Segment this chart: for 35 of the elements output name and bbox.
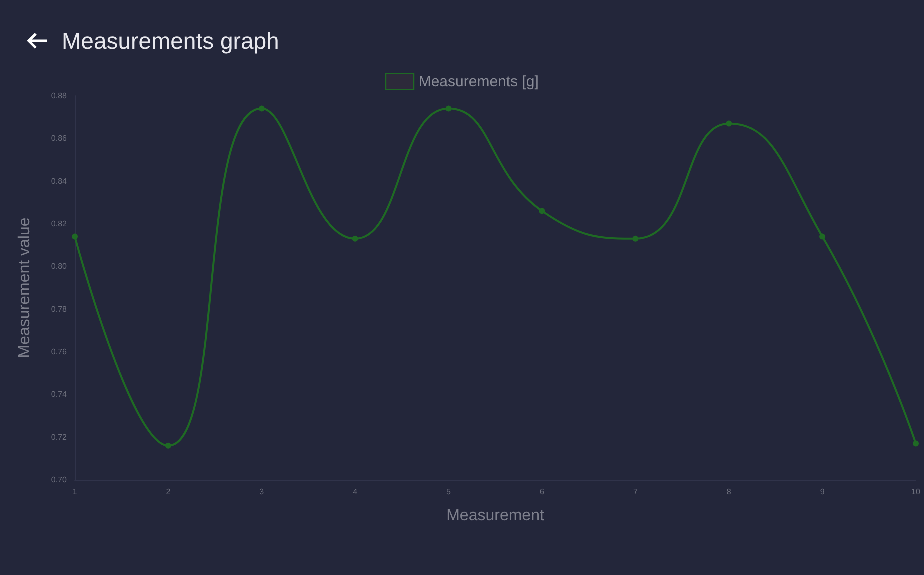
point bbox=[352, 236, 358, 242]
x-tick-label: 3 bbox=[260, 488, 265, 496]
point bbox=[913, 440, 919, 447]
y-tick-label: 0.80 bbox=[51, 262, 68, 272]
point bbox=[632, 236, 639, 242]
line-series bbox=[72, 106, 919, 449]
chart-title: Measurements graph bbox=[62, 28, 280, 54]
point bbox=[446, 106, 452, 112]
point bbox=[165, 442, 172, 449]
legend-label: Measurements [g] bbox=[418, 73, 539, 90]
point bbox=[258, 106, 265, 112]
x-axis-title: Measurement bbox=[446, 508, 545, 524]
y-tick-label: 0.84 bbox=[51, 176, 68, 186]
x-tick-label: 9 bbox=[820, 488, 826, 496]
x-tick-label: 4 bbox=[353, 488, 358, 496]
y-tick-label: 0.78 bbox=[51, 304, 68, 314]
x-tick-label: 2 bbox=[166, 488, 172, 496]
x-tick-label: 10 bbox=[912, 488, 921, 496]
point bbox=[726, 120, 732, 127]
x-tick-label: 7 bbox=[633, 488, 638, 496]
x-tick-label: 8 bbox=[726, 488, 732, 496]
y-tick-label: 0.70 bbox=[51, 476, 68, 484]
x-tick-label: 6 bbox=[540, 488, 545, 496]
x-tick-label: 5 bbox=[446, 488, 452, 496]
y-tick-label: 0.82 bbox=[51, 220, 68, 228]
y-tick-label: 0.86 bbox=[51, 134, 68, 144]
y-tick-label: 0.76 bbox=[51, 348, 68, 356]
point bbox=[539, 208, 546, 214]
y-tick-label: 0.72 bbox=[51, 432, 68, 442]
point bbox=[820, 234, 826, 240]
y-tick-label: 0.88 bbox=[51, 92, 68, 100]
y-tick-label: 0.74 bbox=[51, 390, 68, 400]
y-axis-title: Measurement value bbox=[16, 218, 34, 358]
point bbox=[72, 234, 78, 240]
x-tick-label: 1 bbox=[72, 488, 78, 496]
